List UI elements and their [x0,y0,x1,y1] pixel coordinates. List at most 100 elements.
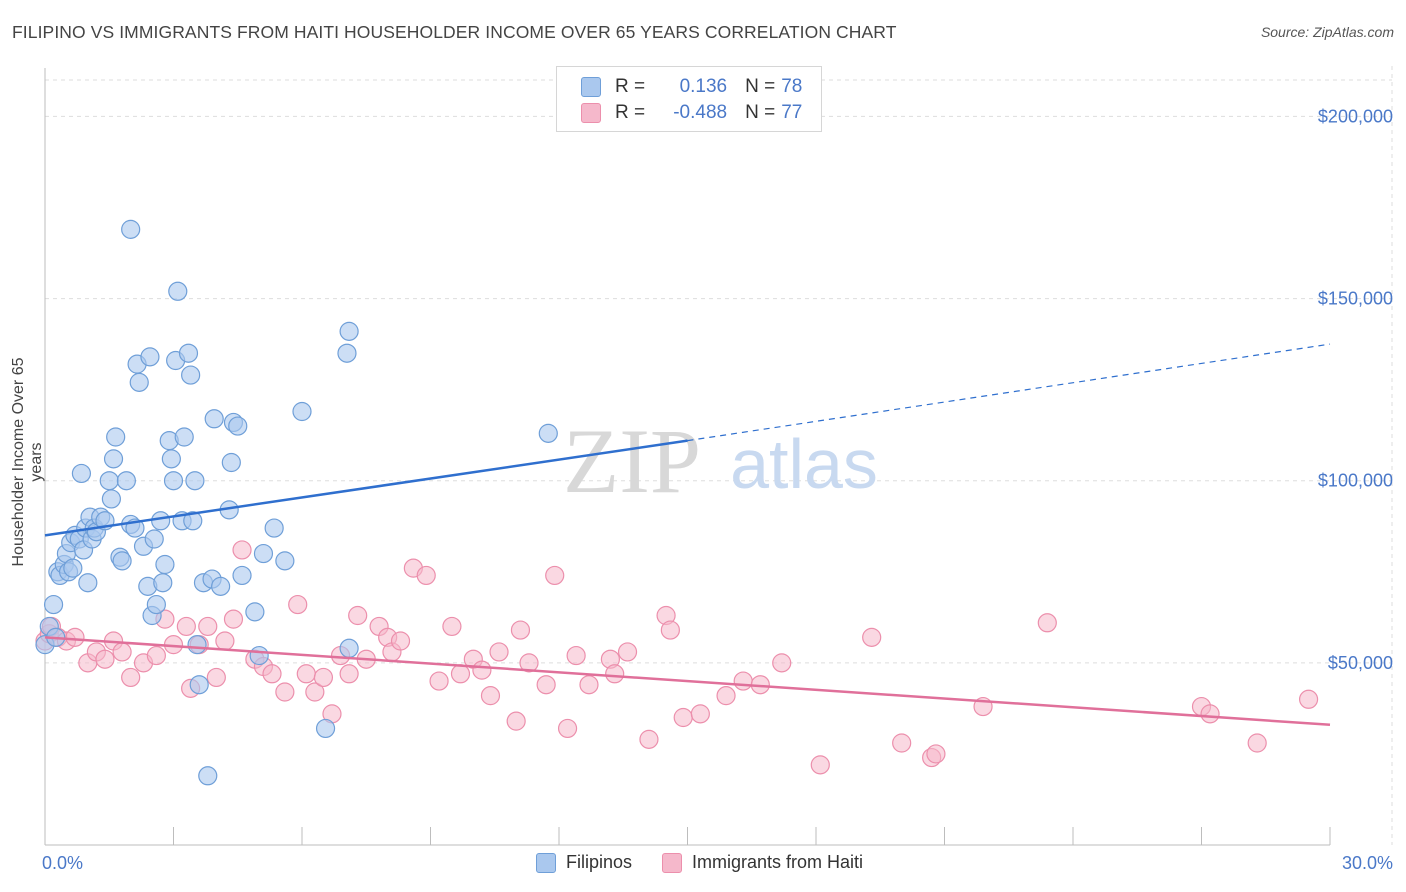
legend-r-value: 0.136 [679,76,728,97]
haiti-point [416,565,436,586]
filipino-point [204,409,224,429]
series-legend: Filipinos Immigrants from Haiti [536,852,893,873]
haiti-point [673,707,693,728]
series-legend-haiti[interactable]: Immigrants from Haiti [662,852,863,873]
haiti-point [772,653,792,673]
filipino-point [140,347,160,367]
haiti-point [95,649,115,669]
legend-n-value: 77 [781,102,803,123]
haiti-point [146,645,166,666]
haiti-point [489,642,509,662]
haiti-point [716,686,736,706]
haiti-point [733,671,753,691]
legend-swatch-blue [536,852,556,873]
filipino-point [198,766,218,786]
chart-title: FILIPINO VS IMMIGRANTS FROM HAITI HOUSEH… [12,22,897,42]
filipino-point [187,635,207,655]
haiti-point [510,620,531,640]
filipino-trend-extension [687,343,1331,442]
haiti-point [429,671,449,691]
series-legend-filipinos[interactable]: Filipinos [536,852,632,873]
filipino-point [245,602,265,622]
haiti-point [480,686,501,706]
filipino-point [174,427,194,447]
filipino-point [71,463,92,484]
haiti-point [339,664,359,684]
haiti-point [605,664,625,684]
filipino-point [185,471,205,491]
grid-lines [45,66,1393,845]
series-name-haiti: Immigrants from Haiti [692,852,864,872]
filipino-point [129,372,149,392]
watermark-zip: ZIP [563,410,701,512]
haiti-point [1037,613,1057,633]
y-tick-label: $100,000 [1318,471,1393,491]
filipino-point [178,343,199,363]
haiti-point [639,729,659,749]
haiti-point [450,664,471,684]
legend-n-value: 78 [781,76,803,97]
haiti-point [296,664,316,684]
haiti-point [519,653,539,673]
filipino-point [121,219,141,239]
filipino-point [116,471,136,491]
filipino-trend-line [44,439,688,537]
haiti-point [892,733,912,753]
haiti-point [390,631,411,651]
haiti-point [536,675,556,695]
filipino-point [339,321,359,341]
watermark: ZIP atlas [563,410,878,512]
haiti-point [862,627,882,647]
filipino-points [35,219,558,786]
filipino-point [538,423,558,443]
y-tick-label: $50,000 [1328,653,1393,673]
filipino-point [103,449,124,469]
filipino-point [146,594,166,615]
filipino-point [339,638,359,658]
haiti-point [348,605,368,626]
haiti-point [198,616,218,637]
filipino-point [106,427,126,447]
haiti-point [1298,689,1319,709]
filipino-point [101,489,121,509]
haiti-point [232,540,252,560]
haiti-point [275,682,295,702]
haiti-trend-line [44,636,1331,727]
filipino-point [155,554,175,575]
haiti-point [1247,733,1267,753]
tick-labels: $50,000 $100,000 $150,000 $200,000 0.0% 30.0% [42,106,1393,873]
legend-swatch-pink [581,103,601,123]
filipino-point [112,551,132,571]
filipino-point [211,576,231,596]
series-name-filipinos: Filipinos [566,852,633,872]
filipino-point [78,573,98,593]
filipino-point [163,471,184,491]
haiti-point [112,642,132,662]
filipino-point [183,511,203,531]
filipino-point [253,543,274,564]
legend-swatch-pink [662,852,683,873]
legend-row-haiti: R = -0.488 N = 77 [581,102,802,124]
y-tick-label: $200,000 [1318,106,1393,126]
axes [44,68,1331,846]
haiti-point [442,616,462,637]
trend-lines [44,343,1331,727]
haiti-point [566,645,586,666]
filipino-point [43,594,64,615]
filipino-point [99,471,119,491]
haiti-points [35,540,1319,775]
filipino-point [264,518,284,538]
haiti-point [617,642,638,662]
haiti-point [223,609,244,629]
filipino-point [161,449,181,469]
filipino-point [189,675,209,695]
legend-r-label: R = [615,102,646,123]
haiti-point [506,711,526,731]
haiti-point [65,627,85,647]
haiti-point [926,744,946,764]
filipino-point [228,416,248,436]
haiti-point [288,594,308,615]
filipino-point [337,343,357,363]
legend-swatch-blue [581,77,601,97]
haiti-point [262,664,282,684]
